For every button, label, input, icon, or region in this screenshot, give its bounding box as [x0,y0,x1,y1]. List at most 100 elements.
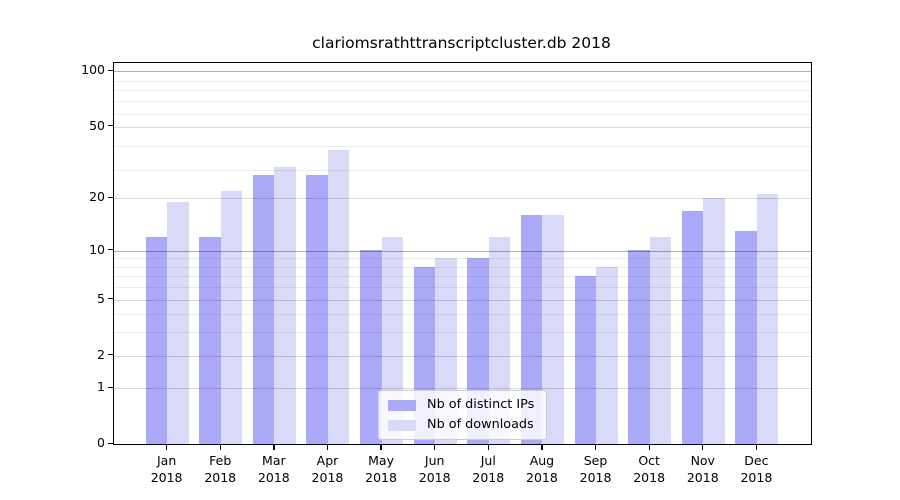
x-tick-month: Mar [262,453,286,469]
x-tick-month: Aug [529,453,555,469]
x-tick-year: 2018 [365,470,397,486]
bar-downloads-feb [220,190,243,444]
x-tick-label-may: May 2018 [350,452,412,486]
y-tick-mark-5 [108,298,113,300]
y-tick-label-2: 2 [97,346,105,362]
bar-ips-jan [145,236,168,444]
x-tick-month: May [368,453,394,469]
bar-ips-apr [306,174,328,444]
gridline-1 [114,388,811,390]
gridline-minor [114,169,811,171]
gridline-minor [114,113,811,115]
x-tick-month: Jul [480,453,496,469]
gridline-minor [114,314,811,316]
gridline-5 [114,299,811,301]
x-tick-year: 2018 [472,470,505,486]
x-tick-year: 2018 [686,470,719,486]
x-tick-mark-apr [326,444,329,450]
bar-downloads-dec [756,194,779,444]
plot-area [113,62,812,445]
x-tick-label-jun: Jun 2018 [404,452,466,486]
bar-downloads-nov [703,198,725,444]
x-tick-year: 2018 [150,470,183,486]
bar-downloads-sep [596,266,618,444]
y-tick-mark-50 [108,125,113,127]
x-tick-year: 2018 [311,470,344,486]
x-tick-month: Oct [638,453,660,469]
legend-label: Nb of distinct IPs [427,397,535,412]
legend: Nb of distinct IPs Nb of downloads [378,390,548,440]
x-tick-year: 2018 [418,470,451,486]
y-tick-mark-1 [108,386,113,389]
chart-title: clariomsrathttranscriptcluster.db 2018 [312,34,611,52]
gridline-100 [114,71,811,73]
x-tick-month: Apr [316,453,339,469]
bar-ips-aug [520,215,543,444]
bar-ips-may [360,250,382,444]
x-tick-mark-may [380,444,382,450]
bar-downloads-mar [274,166,296,444]
gridline-minor [114,287,811,289]
y-tick-label-1: 1 [97,379,105,395]
x-tick-label-aug: Aug 2018 [511,452,573,486]
gridline-20 [114,198,811,200]
x-tick-year: 2018 [579,470,612,486]
x-tick-label-dec: Dec 2018 [725,452,787,486]
x-tick-label-mar: Mar 2018 [243,452,305,486]
x-tick-year: 2018 [740,470,773,486]
bar-ips-feb [199,236,221,444]
gridline-minor [114,90,811,92]
x-tick-mark-jul [487,444,489,450]
bar-downloads-oct [649,236,672,444]
y-tick-label-100: 100 [81,62,105,78]
y-tick-label-50: 50 [89,117,105,133]
gridline-minor [114,101,811,103]
legend-swatch-downloads [388,419,416,431]
y-tick-mark-2 [108,354,113,356]
legend-label: Nb of downloads [427,417,534,432]
bar-ips-mar [252,174,275,444]
y-tick-mark-0 [108,442,113,445]
x-tick-mark-jan [166,444,168,450]
x-tick-label-nov: Nov 2018 [672,452,734,486]
x-tick-mark-dec [755,444,758,450]
y-tick-label-5: 5 [97,290,105,306]
y-tick-mark-10 [108,249,113,251]
x-tick-mark-aug [541,444,543,450]
bar-downloads-jan [167,202,189,444]
x-tick-mark-sep [594,444,597,450]
gridline-minor [114,80,811,82]
y-tick-label-0: 0 [97,435,105,451]
x-tick-label-sep: Sep 2018 [565,452,627,486]
bar-ips-oct [628,250,650,444]
x-tick-month: Dec [744,453,769,469]
gridline-2 [114,355,811,357]
x-tick-month: Nov [690,453,715,469]
gridline-10 [114,250,811,252]
y-tick-mark-100 [108,69,113,72]
bar-ips-nov [681,210,704,444]
x-tick-mark-oct [648,444,650,450]
legend-item-downloads: Nb of downloads [388,418,534,432]
legend-swatch-ips [388,399,416,411]
x-tick-mark-feb [219,444,221,450]
gridline-minor [114,276,811,278]
x-tick-year: 2018 [633,470,666,486]
x-tick-mark-mar [273,444,275,450]
y-tick-mark-20 [108,196,113,199]
x-tick-year: 2018 [257,470,290,486]
x-tick-label-jul: Jul 2018 [457,452,519,486]
bar-downloads-apr [327,150,350,444]
x-tick-label-jan: Jan 2018 [136,452,198,486]
x-tick-mark-nov [702,444,704,450]
x-tick-month: Sep [583,453,608,469]
x-tick-month: Jan [156,453,177,469]
x-tick-year: 2018 [204,470,237,486]
y-tick-label-20: 20 [89,189,105,205]
gridline-minor [114,266,811,268]
gridline-50 [114,126,811,128]
legend-item-ips: Nb of distinct IPs [388,398,534,412]
x-tick-label-oct: Oct 2018 [618,452,680,486]
x-tick-month: Feb [209,453,232,469]
